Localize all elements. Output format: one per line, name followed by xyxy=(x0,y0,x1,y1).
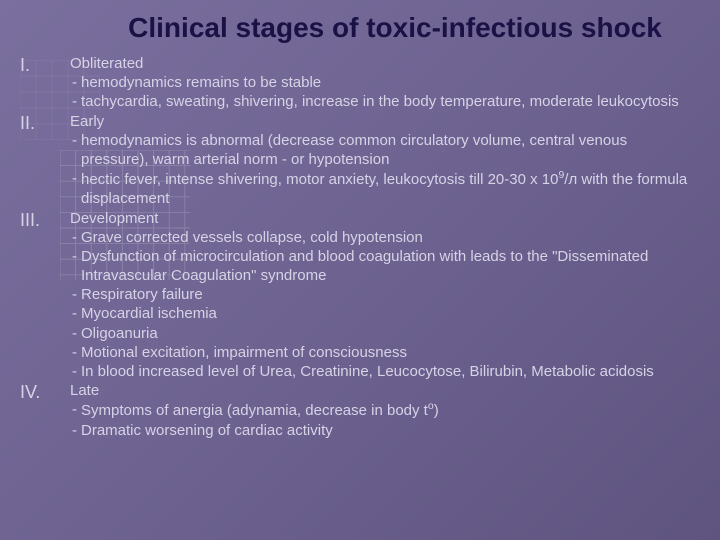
bullet-item: -Oligoanuria xyxy=(70,324,695,343)
dash-icon: - xyxy=(70,131,81,150)
bullet-item: -Symptoms of anergia (adynamia, decrease… xyxy=(70,400,695,420)
stage-2: II.Early- hemodynamics is abnormal (decr… xyxy=(20,112,695,209)
stage-number: IV. xyxy=(20,381,70,403)
dash-icon: - xyxy=(70,92,81,111)
bullet-text: tachycardia, sweating, shivering, increa… xyxy=(81,92,695,111)
dash-icon: - xyxy=(70,362,81,381)
dash-icon: - xyxy=(70,400,81,419)
dash-icon: - xyxy=(70,324,81,343)
bullet-item: -hemodynamics remains to be stable xyxy=(70,73,695,92)
dash-icon: - xyxy=(70,285,81,304)
bullet-text: Motional excitation, impairment of consc… xyxy=(81,343,695,362)
dash-icon: - xyxy=(70,343,81,362)
bullet-text: Respiratory failure xyxy=(81,285,695,304)
stage-body: Late-Symptoms of anergia (adynamia, decr… xyxy=(70,381,695,440)
bullet-text: hemodynamics remains to be stable xyxy=(81,73,695,92)
bullet-item: -Motional excitation, impairment of cons… xyxy=(70,343,695,362)
bullet-text: hectic fever, intense shivering, motor a… xyxy=(81,169,695,208)
bullet-item: -Respiratory failure xyxy=(70,285,695,304)
stage-3: III.Development- Grave corrected vessels… xyxy=(20,209,695,382)
stage-body: Development- Grave corrected vessels col… xyxy=(70,209,695,382)
stage-1: I.Obliterated-hemodynamics remains to be… xyxy=(20,54,695,112)
stage-number: II. xyxy=(20,112,70,134)
bullet-text: Dramatic worsening of cardiac activity xyxy=(81,421,695,440)
stage-number: III. xyxy=(20,209,70,231)
dash-icon: - xyxy=(70,228,81,247)
bullet-item: - Grave corrected vessels collapse, cold… xyxy=(70,228,695,247)
stage-name: Development xyxy=(70,209,695,228)
dash-icon: - xyxy=(70,169,81,188)
bullet-text: Oligoanuria xyxy=(81,324,695,343)
dash-icon: - xyxy=(70,247,81,266)
bullet-text: In blood increased level of Urea, Creati… xyxy=(81,362,695,381)
bullet-item: -Dramatic worsening of cardiac activity xyxy=(70,421,695,440)
bullet-text: Dysfunction of microcirculation and bloo… xyxy=(81,247,695,285)
stage-body: Obliterated-hemodynamics remains to be s… xyxy=(70,54,695,112)
bullet-item: - hemodynamics is abnormal (decrease com… xyxy=(70,131,695,169)
stage-body: Early- hemodynamics is abnormal (decreas… xyxy=(70,112,695,209)
slide-title: Clinical stages of toxic-infectious shoc… xyxy=(0,0,720,54)
bullet-item: -hectic fever, intense shivering, motor … xyxy=(70,169,695,208)
bullet-text: hemodynamics is abnormal (decrease commo… xyxy=(81,131,695,169)
dash-icon: - xyxy=(70,73,81,92)
bullet-text: Grave corrected vessels collapse, cold h… xyxy=(81,228,695,247)
stage-name: Late xyxy=(70,381,695,400)
bullet-item: -Myocardial ischemia xyxy=(70,304,695,323)
stage-name: Obliterated xyxy=(70,54,695,73)
stage-4: IV.Late-Symptoms of anergia (adynamia, d… xyxy=(20,381,695,440)
stage-number: I. xyxy=(20,54,70,76)
dash-icon: - xyxy=(70,304,81,323)
dash-icon: - xyxy=(70,421,81,440)
bullet-text: Symptoms of anergia (adynamia, decrease … xyxy=(81,400,695,420)
bullet-text: Myocardial ischemia xyxy=(81,304,695,323)
stage-name: Early xyxy=(70,112,695,131)
slide-content: I.Obliterated-hemodynamics remains to be… xyxy=(0,54,720,440)
bullet-item: -In blood increased level of Urea, Creat… xyxy=(70,362,695,381)
bullet-item: -Dysfunction of microcirculation and blo… xyxy=(70,247,695,285)
bullet-item: -tachycardia, sweating, shivering, incre… xyxy=(70,92,695,111)
